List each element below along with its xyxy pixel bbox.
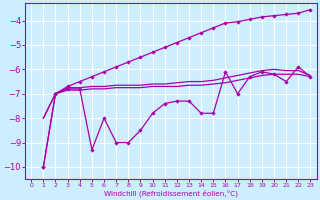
X-axis label: Windchill (Refroidissement éolien,°C): Windchill (Refroidissement éolien,°C) <box>104 189 238 197</box>
